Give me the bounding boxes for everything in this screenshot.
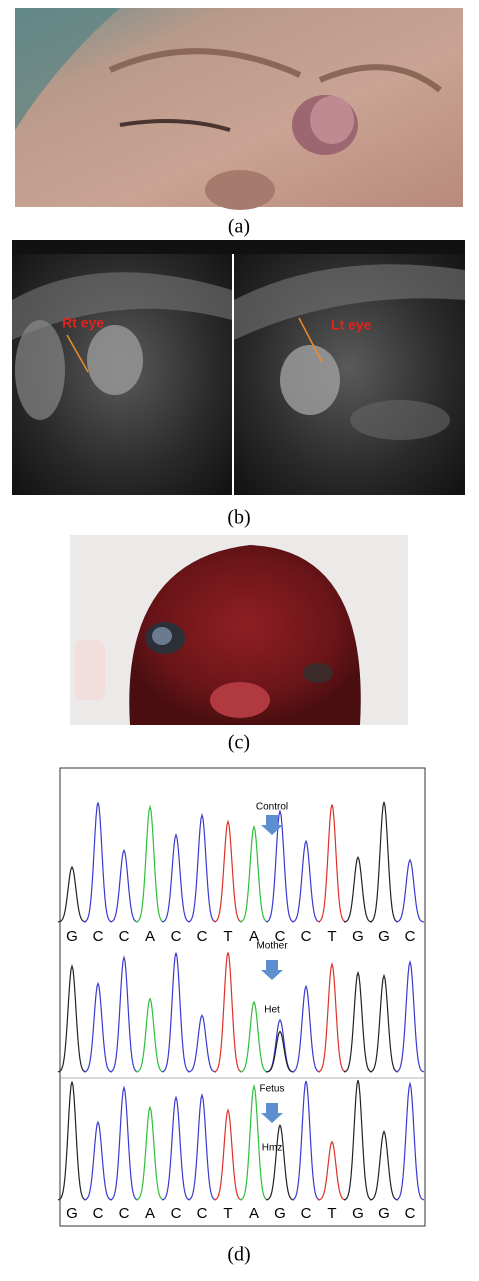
base-letter: C [119,1205,130,1222]
peak [109,1085,139,1201]
peak [395,858,425,923]
panel-label: (b) [227,507,250,529]
peak [213,1108,243,1201]
base-letter: G [66,928,78,945]
peak [343,855,373,923]
base-letter: G [352,928,364,945]
base-letter: T [327,1205,336,1222]
panel-label: (a) [228,216,250,238]
arrows [261,815,283,1123]
peak [317,961,347,1073]
chromatogram-frame [59,767,426,1227]
peak [291,839,321,923]
panel-label: (c) [228,732,250,754]
base-letter: C [119,928,130,945]
peak [395,1081,425,1201]
peak [291,1080,321,1201]
peak [239,824,269,923]
base-letter: G [378,928,390,945]
peak [135,804,165,923]
panel-label: (d) [227,1244,250,1266]
base-letter: A [145,1205,155,1222]
peak [109,848,139,923]
peak [369,801,399,923]
peak [161,1095,191,1201]
peak [161,833,191,923]
trace-name: Fetus [259,1084,284,1095]
base-letter: G [378,1205,390,1222]
base-letter: G [66,1205,78,1222]
base-letter: C [301,1205,312,1222]
base-letter: A [249,928,259,945]
peak [265,808,295,923]
genotype-call: Hmz [262,1143,283,1154]
base-letter: C [405,1205,416,1222]
base-letter: G [274,1205,286,1222]
peak [317,804,347,923]
peak [83,981,113,1073]
peak [83,802,113,923]
peak [239,1000,269,1073]
peak [57,963,87,1073]
peak [369,1129,399,1201]
peak [135,997,165,1073]
annotation: Rt eye [62,315,104,331]
base-letter: A [249,1205,259,1222]
peak [187,812,217,923]
peak [109,955,139,1073]
base-letter: C [93,928,104,945]
peak [187,1014,217,1073]
base-letter: C [171,928,182,945]
peak [83,1120,113,1201]
genotype-call: Het [264,1005,280,1016]
peak [369,973,399,1073]
peak [187,1092,217,1201]
trace-name: Mother [256,941,288,952]
base-letter: A [145,928,155,945]
peak [135,1105,165,1201]
chromatogram-traces [57,801,425,1201]
base-letter: C [405,928,416,945]
peak [57,865,87,923]
peak [213,819,243,923]
peak [266,1030,294,1073]
sequences: G C C A C C T A C C T G G CG C C A C C T A G C T G G C [66,928,415,1222]
peak [343,970,373,1073]
peak [395,959,425,1073]
peak [57,1081,87,1201]
base-letter: T [327,928,336,945]
base-letter: C [93,1205,104,1222]
base-letter: C [301,928,312,945]
base-letter: C [171,1205,182,1222]
peak [343,1080,373,1201]
photo-c [70,535,408,725]
base-letter: C [197,928,208,945]
peak [265,1123,295,1201]
annotation: Lt eye [331,317,372,333]
photo-a [15,8,463,210]
base-letter: G [352,1205,364,1222]
peak [161,952,191,1073]
photo-b [12,240,465,495]
trace-name: Control [256,802,288,813]
base-letter: T [223,928,232,945]
peak [317,1140,347,1201]
peak [213,952,243,1073]
peak [239,1083,269,1201]
peak [291,984,321,1073]
base-letter: C [275,928,286,945]
base-letter: T [223,1205,232,1222]
base-letter: C [197,1205,208,1222]
